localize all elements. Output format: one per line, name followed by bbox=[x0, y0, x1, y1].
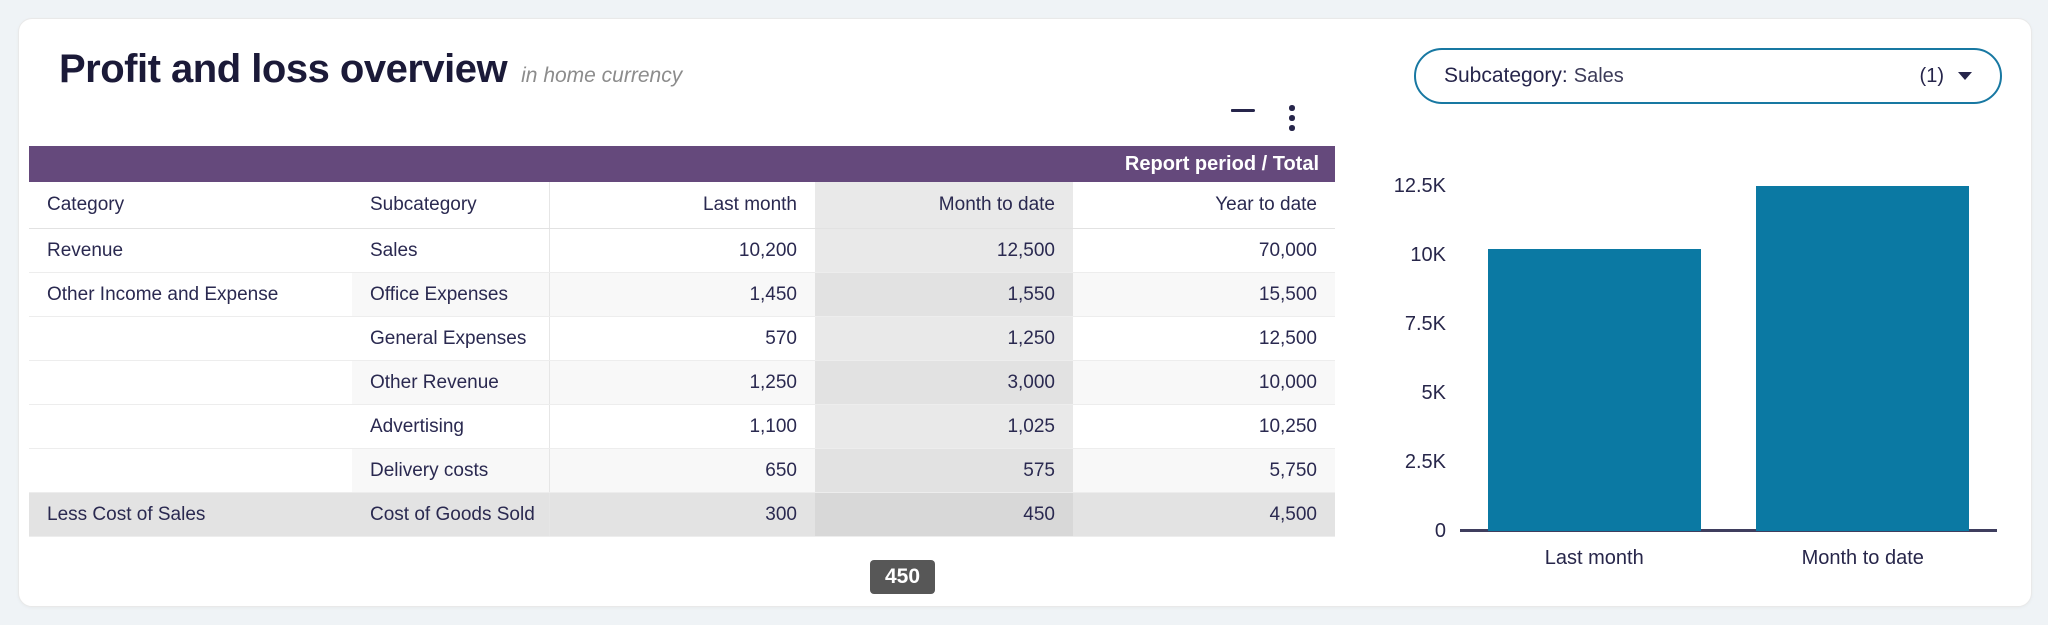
column-header-subcategory[interactable]: Subcategory bbox=[370, 194, 477, 215]
column-header-category[interactable]: Category bbox=[47, 194, 125, 215]
table-row: Other Revenue 1,250 3,000 10,000 bbox=[29, 361, 1335, 405]
cell-category: Revenue bbox=[47, 239, 124, 261]
cell-subcategory: Advertising bbox=[370, 415, 464, 437]
filter-icon[interactable] bbox=[1231, 107, 1261, 133]
cell-last-month[interactable]: 570 bbox=[549, 317, 815, 360]
cell-month-to-date[interactable]: 450 bbox=[815, 493, 1073, 536]
dropdown-label-group: Subcategory: Sales bbox=[1444, 64, 1624, 88]
kebab-menu-icon[interactable] bbox=[1285, 105, 1299, 135]
table-row: Less Cost of Sales Cost of Goods Sold 300 4… bbox=[29, 493, 1335, 537]
cell-last-month[interactable]: 1,450 bbox=[549, 273, 815, 316]
cell-month-to-date[interactable]: 3,000 bbox=[815, 361, 1073, 404]
cell-month-to-date[interactable]: 1,550 bbox=[815, 273, 1073, 316]
cell-month-to-date[interactable]: 575 bbox=[815, 449, 1073, 492]
cell-last-month[interactable]: 1,100 bbox=[549, 405, 815, 448]
page-subtitle: in home currency bbox=[521, 64, 683, 87]
cell-category: Less Cost of Sales bbox=[29, 493, 352, 536]
x-axis-label: Last month bbox=[1544, 547, 1644, 569]
column-header-month-to-date[interactable]: Month to date bbox=[815, 182, 1073, 228]
table-row: General Expenses 570 1,250 12,500 bbox=[29, 317, 1335, 361]
y-axis-tick-label: 0 bbox=[1434, 520, 1446, 542]
table-row: Revenue Sales 10,200 12,500 70,000 bbox=[29, 229, 1335, 273]
cell-year-to-date[interactable]: 70,000 bbox=[1258, 239, 1317, 261]
dropdown-right-group: (1) bbox=[1920, 65, 1972, 88]
y-axis-tick-label: 12.5K bbox=[1393, 175, 1446, 197]
dropdown-label: Subcategory: bbox=[1444, 64, 1568, 87]
y-axis-tick-label: 5K bbox=[1421, 382, 1446, 404]
cell-subcategory: General Expenses bbox=[370, 327, 527, 349]
cell-subcategory: Sales bbox=[370, 239, 418, 261]
y-axis-tick-label: 10K bbox=[1410, 244, 1446, 266]
table-row: Delivery costs 650 575 5,750 bbox=[29, 449, 1335, 493]
column-header-year-to-date[interactable]: Year to date bbox=[1215, 194, 1317, 215]
subcategory-filter-dropdown[interactable]: Subcategory: Sales (1) bbox=[1414, 48, 2002, 104]
cell-year-to-date[interactable]: 10,000 bbox=[1073, 361, 1335, 404]
pnl-table: Report period / Total Category Subcategor… bbox=[29, 146, 1335, 537]
caret-down-icon bbox=[1958, 72, 1972, 80]
cell-subcategory: Other Revenue bbox=[352, 361, 549, 404]
table-row: Other Income and Expense Office Expenses 1… bbox=[29, 273, 1335, 317]
y-axis-tick-label: 2.5K bbox=[1404, 451, 1446, 473]
cell-month-to-date[interactable]: 12,500 bbox=[815, 229, 1073, 272]
dropdown-value: Sales bbox=[1573, 65, 1624, 87]
cell-last-month[interactable]: 650 bbox=[549, 449, 815, 492]
cell-month-to-date[interactable]: 1,025 bbox=[815, 405, 1073, 448]
kebab-dot bbox=[1289, 115, 1295, 121]
kebab-dot bbox=[1289, 105, 1295, 111]
cell-last-month[interactable]: 300 bbox=[549, 493, 815, 536]
cell-last-month[interactable]: 10,200 bbox=[549, 229, 815, 272]
dashboard-card: Profit and loss overview in home currenc… bbox=[18, 18, 2032, 607]
x-axis-label: Month to date bbox=[1801, 547, 1924, 569]
cell-subcategory: Office Expenses bbox=[352, 273, 549, 316]
bar-chart: 0 2.5K 5K 7.5K 10K 12.5K Last month Month to da… bbox=[19, 19, 2033, 608]
report-period-band-label: Report period / Total bbox=[1124, 152, 1319, 175]
cell-year-to-date[interactable]: 4,500 bbox=[1073, 493, 1335, 536]
report-period-band: Report period / Total bbox=[29, 146, 1335, 182]
cell-category: Other Income and Expense bbox=[47, 283, 279, 305]
table-body: Revenue Sales 10,200 12,500 70,000 Other Inco… bbox=[29, 229, 1335, 537]
cell-last-month[interactable]: 1,250 bbox=[549, 361, 815, 404]
cell-year-to-date[interactable]: 5,750 bbox=[1073, 449, 1335, 492]
cell-subcategory: Delivery costs bbox=[352, 449, 549, 492]
cell-year-to-date[interactable]: 10,250 bbox=[1258, 415, 1317, 437]
cell-year-to-date[interactable]: 12,500 bbox=[1258, 327, 1317, 349]
widget-header: Profit and loss overview in home currenc… bbox=[59, 47, 682, 92]
chart-bar[interactable] bbox=[1487, 249, 1701, 531]
y-axis-tick-label: 7.5K bbox=[1404, 313, 1446, 335]
x-axis-line bbox=[1460, 529, 1997, 532]
filter-icon-bar bbox=[1231, 109, 1239, 112]
dropdown-count-badge: (1) bbox=[1919, 64, 1944, 87]
cell-year-to-date[interactable]: 15,500 bbox=[1073, 273, 1335, 316]
value-tooltip: 450 bbox=[870, 560, 936, 594]
cell-subcategory: Cost of Goods Sold bbox=[352, 493, 549, 536]
kebab-dot bbox=[1289, 125, 1295, 131]
cell-month-to-date[interactable]: 1,250 bbox=[815, 317, 1073, 360]
table-header-row: Category Subcategory Last month Month to da… bbox=[29, 182, 1335, 229]
page-title: Profit and loss overview bbox=[59, 47, 508, 91]
chart-bar[interactable] bbox=[1756, 186, 1970, 531]
column-header-last-month[interactable]: Last month bbox=[549, 182, 815, 228]
table-row: Advertising 1,100 1,025 10,250 bbox=[29, 405, 1335, 449]
